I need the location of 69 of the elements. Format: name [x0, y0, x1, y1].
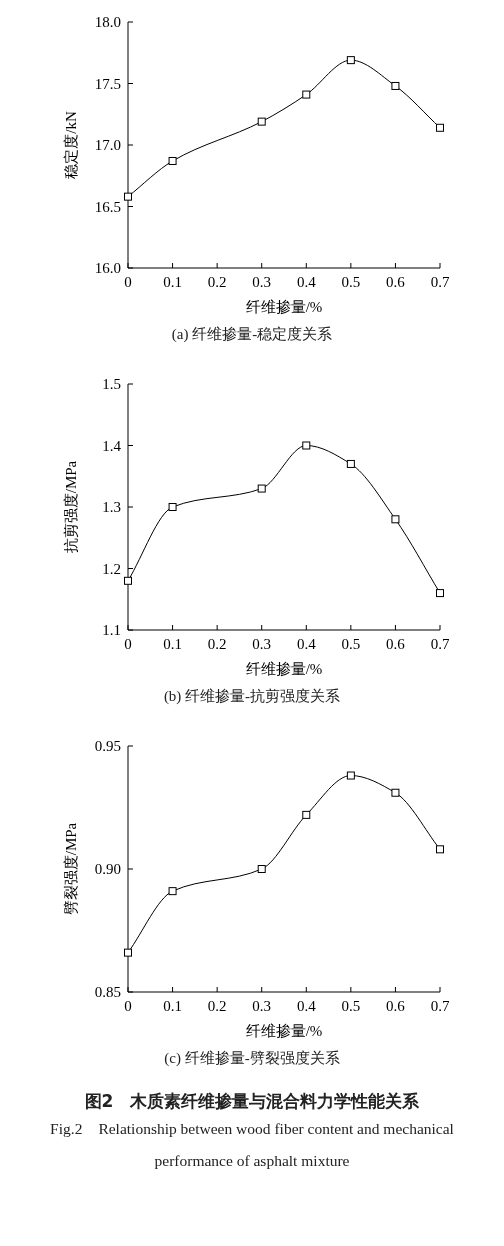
x-tick-label: 0.4 [296, 636, 317, 652]
x-tick-label: 0 [124, 636, 132, 652]
y-axis-title: 劈裂强度/MPa [63, 822, 79, 916]
point [168, 503, 177, 511]
x-tick-label: 0.2 [207, 998, 227, 1014]
x-tick-label: 0.5 [341, 274, 361, 290]
y-tick-label: 18.0 [94, 14, 121, 30]
x-tick-label: 0.6 [386, 998, 406, 1014]
point [124, 192, 132, 201]
point [124, 576, 132, 585]
x-tick-label: 0.3 [252, 274, 272, 290]
x-tick-label: 0.7 [430, 636, 450, 652]
x-tick-label: 0.2 [207, 274, 227, 290]
point [391, 81, 400, 90]
point [391, 515, 400, 524]
point [257, 865, 266, 873]
point [436, 589, 444, 598]
point [391, 788, 400, 797]
y-tick-label: 16.5 [94, 198, 121, 215]
point [436, 845, 444, 854]
x-tick-label: 0.4 [296, 274, 317, 290]
x-tick-label: 0.1 [163, 998, 182, 1014]
x-axis-title: 纤维掺量/% [245, 1023, 323, 1039]
x-tick-label: 0.5 [341, 998, 361, 1014]
x-tick-label: 0 [124, 274, 132, 290]
text: (c) 纤维掺量-劈裂强度关系 [163, 1049, 341, 1068]
point [346, 459, 355, 468]
x-tick-label: 0 [124, 998, 132, 1014]
point [302, 90, 311, 99]
text: (b) 纤维掺量-抗剪强度关系 [162, 687, 342, 706]
y-tick-label: 16.0 [94, 260, 121, 276]
x-tick-label: 0.7 [430, 998, 450, 1014]
x-axis-title: 纤维掺量/% [245, 661, 323, 677]
y-tick-label: 1.1 [102, 622, 121, 638]
x-tick-label: 0.1 [163, 636, 182, 652]
y-tick-label: 0.90 [94, 861, 121, 877]
point [124, 948, 132, 957]
y-tick-label: 1.4 [102, 437, 122, 454]
y-tick-label: 17.5 [94, 75, 121, 92]
y-tick-label: 0.95 [94, 738, 121, 754]
x-tick-label: 0.4 [296, 998, 317, 1014]
point [257, 117, 266, 126]
y-axis-title: 稳定度/kN [63, 111, 79, 179]
point [346, 771, 355, 780]
x-tick-label: 0.5 [341, 636, 361, 652]
y-tick-label: 1.3 [102, 499, 121, 515]
y-tick-label: 17.0 [94, 137, 121, 153]
x-tick-label: 0.1 [163, 274, 182, 290]
point [302, 810, 311, 819]
x-tick-label: 0.2 [207, 636, 227, 652]
y-axis-title: 抗剪强度/MPa [63, 460, 79, 554]
text: (a) 纤维掺量-稳定度关系 [170, 325, 334, 344]
y-tick-label: 1.5 [102, 376, 121, 392]
x-axis-title: 纤维掺量/% [245, 299, 323, 315]
point [302, 441, 311, 450]
y-tick-label: 0.85 [94, 984, 121, 1000]
point [168, 887, 177, 896]
point [168, 156, 177, 165]
y-tick-label: 1.2 [102, 560, 121, 577]
x-tick-label: 0.6 [386, 636, 406, 652]
caption: Fig.2 Relationship between wood fiber content and mechanical performance of asphalt mixture [49, 1119, 455, 1171]
caption: 图2 木质素纤维掺量与混合料力学性能关系 [83, 1090, 421, 1113]
x-tick-label: 0.3 [252, 998, 272, 1014]
x-tick-label: 0.7 [430, 274, 450, 290]
x-tick-label: 0.3 [252, 636, 272, 652]
point [257, 484, 266, 493]
point [436, 123, 444, 132]
point [346, 56, 355, 65]
x-tick-label: 0.6 [386, 274, 406, 290]
